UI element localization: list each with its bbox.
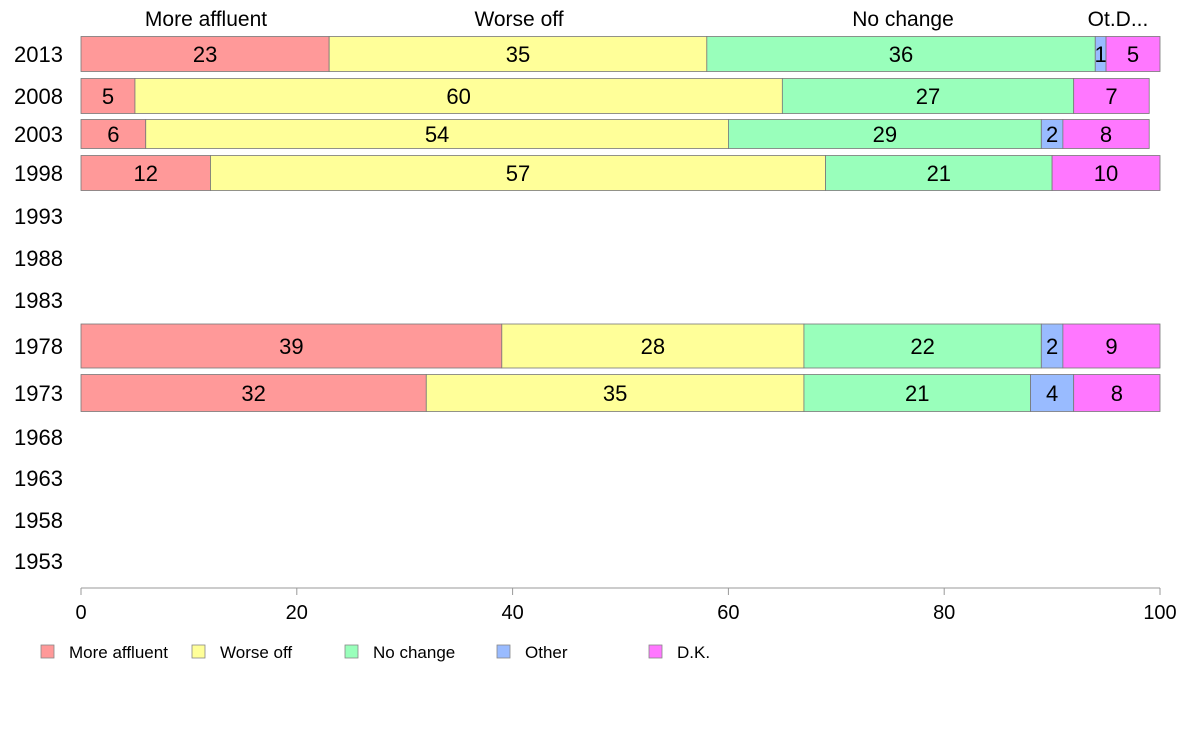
x-tick-label: 100	[1143, 602, 1176, 624]
bar-value-label: 5	[102, 84, 114, 109]
bar-segment	[1073, 374, 1161, 412]
bar-value-label: 32	[241, 381, 265, 406]
y-tick-label: 1968	[14, 425, 63, 450]
y-tick-label: 2003	[14, 122, 63, 147]
y-tick-label: 1998	[14, 161, 63, 186]
x-tick-label: 60	[717, 602, 739, 624]
bar-segment	[1062, 323, 1161, 369]
bar-value-label: 8	[1111, 381, 1123, 406]
bar-value-label: 29	[873, 122, 897, 147]
bar-segment	[803, 374, 1031, 412]
bar-value-label: 21	[927, 161, 951, 186]
bar-segment	[1105, 36, 1161, 72]
bar-value-label: 22	[910, 334, 934, 359]
bar-value-label: 7	[1105, 84, 1117, 109]
bar-segment	[501, 323, 805, 369]
top-label: Ot.D...	[1088, 8, 1149, 31]
y-tick-label: 1958	[14, 508, 63, 533]
bar-value-label: 35	[506, 42, 530, 67]
bar-segment	[1062, 119, 1150, 149]
legend: More affluent Worse off No change Other D.K.	[40, 643, 710, 662]
bar-segment	[781, 78, 1075, 114]
x-axis: 0 20 40 60 80 100	[75, 587, 1177, 624]
bar-value-label: 12	[133, 161, 157, 186]
y-tick-label: 1978	[14, 334, 63, 359]
y-tick-label: 1993	[14, 204, 63, 229]
legend-swatch	[496, 644, 511, 659]
legend-label: Worse off	[220, 643, 292, 662]
top-label: No change	[852, 8, 954, 31]
bar-value-label: 10	[1094, 161, 1118, 186]
bar-segment	[328, 36, 708, 72]
legend-swatch	[40, 644, 55, 659]
top-label: Worse off	[474, 8, 563, 31]
bar-value-label: 2	[1046, 334, 1058, 359]
bar-segment	[706, 36, 1096, 72]
bar-segment	[80, 78, 136, 114]
bar-value-label: 21	[905, 381, 929, 406]
x-tick-label: 80	[933, 602, 955, 624]
y-tick-label: 1988	[14, 246, 63, 271]
y-axis-labels: 2013 2008 2003 1998 1993 1988 1983 1978 1973 1968…	[14, 42, 63, 574]
bar-segment	[728, 119, 1042, 149]
bar-segment	[80, 36, 330, 72]
bar-value-label: 28	[641, 334, 665, 359]
bar-value-label: 23	[193, 42, 217, 67]
legend-label: No change	[373, 643, 455, 662]
bar-value-label: 5	[1127, 42, 1139, 67]
y-tick-label: 1983	[14, 288, 63, 313]
legend-swatch	[344, 644, 359, 659]
bar-segment	[210, 155, 826, 191]
top-labels: More affluent Worse off No change Ot.D...	[145, 8, 1148, 31]
bar-segment	[825, 155, 1053, 191]
bar-value-label: 4	[1046, 381, 1058, 406]
bar-value-label: 8	[1100, 122, 1112, 147]
bar-value-label: 39	[279, 334, 303, 359]
y-tick-label: 1973	[14, 381, 63, 406]
x-tick-label: 0	[75, 602, 86, 624]
top-label: More affluent	[145, 8, 267, 31]
y-tick-label: 2013	[14, 42, 63, 67]
x-tick-label: 40	[501, 602, 523, 624]
legend-swatch	[191, 644, 206, 659]
y-tick-label: 1963	[14, 466, 63, 491]
legend-label: More affluent	[69, 643, 168, 662]
bar-value-label: 35	[603, 381, 627, 406]
bar-value-label: 2	[1046, 122, 1058, 147]
bar-segment	[425, 374, 805, 412]
bar-value-label: 9	[1105, 334, 1117, 359]
bar-value-label: 54	[425, 122, 449, 147]
bar-value-label: 36	[889, 42, 913, 67]
bar-segment	[134, 78, 783, 114]
bar-value-label: 60	[446, 84, 470, 109]
bar-value-label: 57	[506, 161, 530, 186]
legend-swatch	[648, 644, 663, 659]
bar-value-label: 27	[916, 84, 940, 109]
bar-segment	[803, 323, 1042, 369]
y-tick-label: 1953	[14, 549, 63, 574]
bar-segment	[1073, 78, 1150, 114]
bar-value-label: 6	[107, 122, 119, 147]
bar-segment	[1051, 155, 1161, 191]
bar-segment	[80, 374, 427, 412]
bar-value-label: 1	[1095, 42, 1107, 67]
x-tick-label: 20	[286, 602, 308, 624]
bar-segment	[80, 323, 503, 369]
y-tick-label: 2008	[14, 84, 63, 109]
bar-segment	[80, 119, 147, 149]
bar-segment	[145, 119, 729, 149]
legend-label: D.K.	[677, 643, 710, 662]
legend-label: Other	[525, 643, 568, 662]
